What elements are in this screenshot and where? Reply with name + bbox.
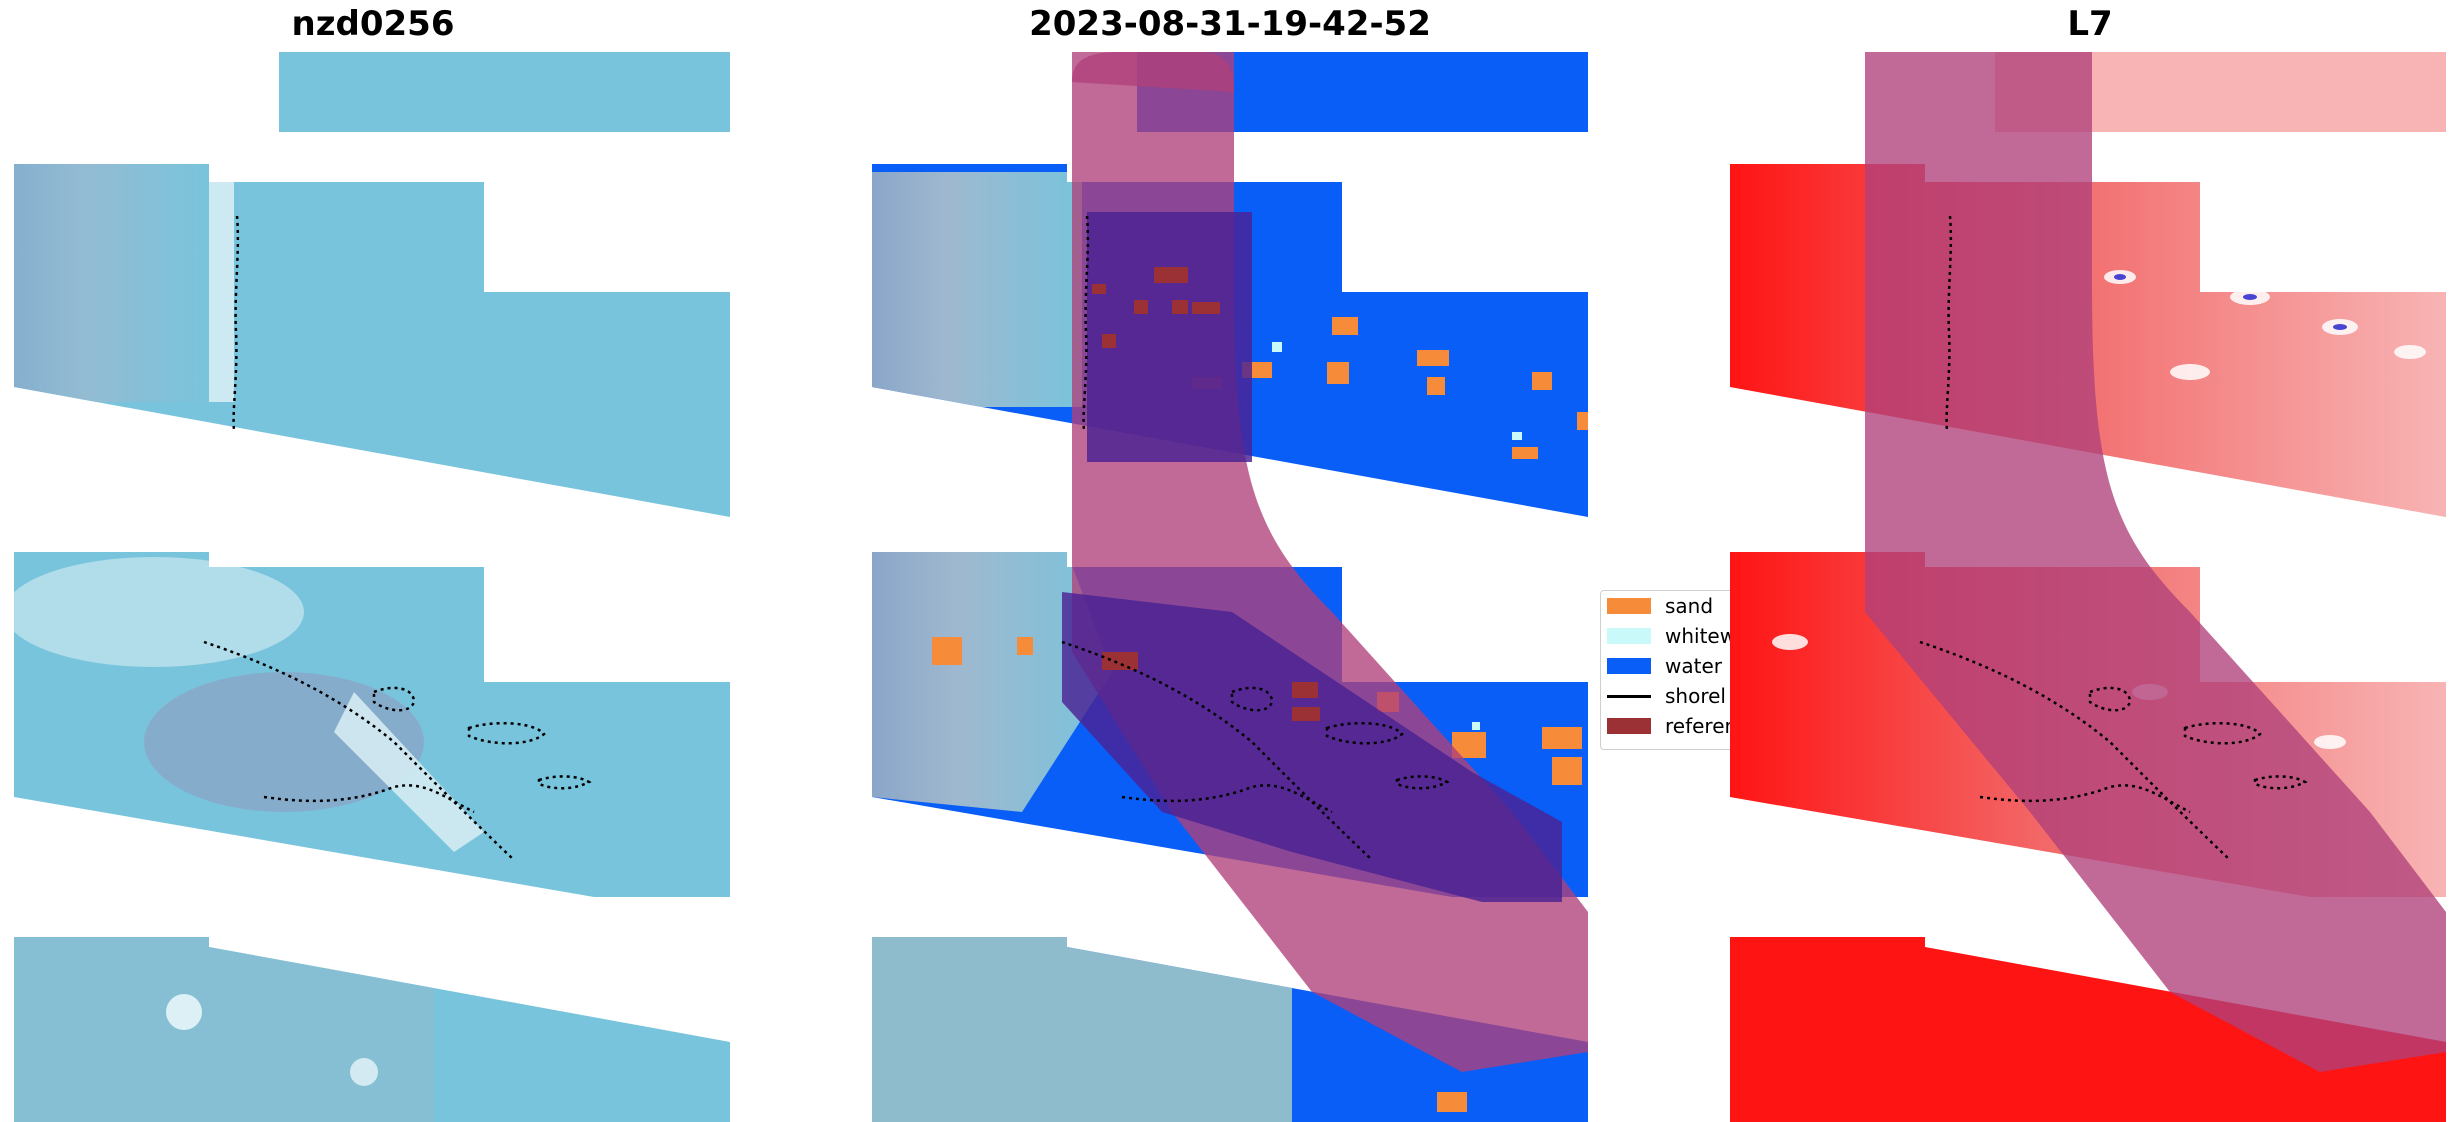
imagery-panel xyxy=(14,52,730,1122)
legend-swatch-sand xyxy=(1607,598,1651,614)
buffer-zone xyxy=(1865,52,2446,1072)
panel-title-imagery: nzd0256 xyxy=(291,4,455,44)
panel-title-index: L7 xyxy=(2067,4,2113,44)
classification-panel xyxy=(872,52,1588,1122)
whitewater-patches xyxy=(1272,342,1522,730)
legend-label-shoreline: shorel xyxy=(1665,684,1726,708)
imagery-strips xyxy=(14,52,730,1122)
legend-item-whitewater: whitew xyxy=(1607,623,1734,649)
legend-label-reference: referen xyxy=(1665,714,1734,738)
legend-swatch-shoreline xyxy=(1607,694,1651,698)
index-panel xyxy=(1730,52,2446,1122)
legend-label-sand: sand xyxy=(1665,594,1714,618)
shoreline-contours xyxy=(1061,215,1450,861)
legend-item-shoreline: shorel xyxy=(1607,683,1726,709)
shoreline-contours xyxy=(203,215,592,861)
legend-swatch-water xyxy=(1607,658,1651,674)
legend-label-whitewater: whitew xyxy=(1665,624,1734,648)
legend-item-reference: referen xyxy=(1607,713,1734,739)
legend: sand whitew water shorel referen xyxy=(1600,590,1734,750)
legend-label-water: water xyxy=(1665,654,1722,678)
legend-item-water: water xyxy=(1607,653,1722,679)
legend-swatch-reference xyxy=(1607,718,1651,734)
legend-swatch-whitewater xyxy=(1607,628,1651,644)
reference-marks xyxy=(1092,267,1320,721)
shoreline-contours xyxy=(1919,215,2308,861)
legend-item-sand: sand xyxy=(1607,593,1713,619)
index-dark-spots xyxy=(2114,274,2347,330)
panel-title-classification: 2023-08-31-19-42-52 xyxy=(1029,4,1431,44)
